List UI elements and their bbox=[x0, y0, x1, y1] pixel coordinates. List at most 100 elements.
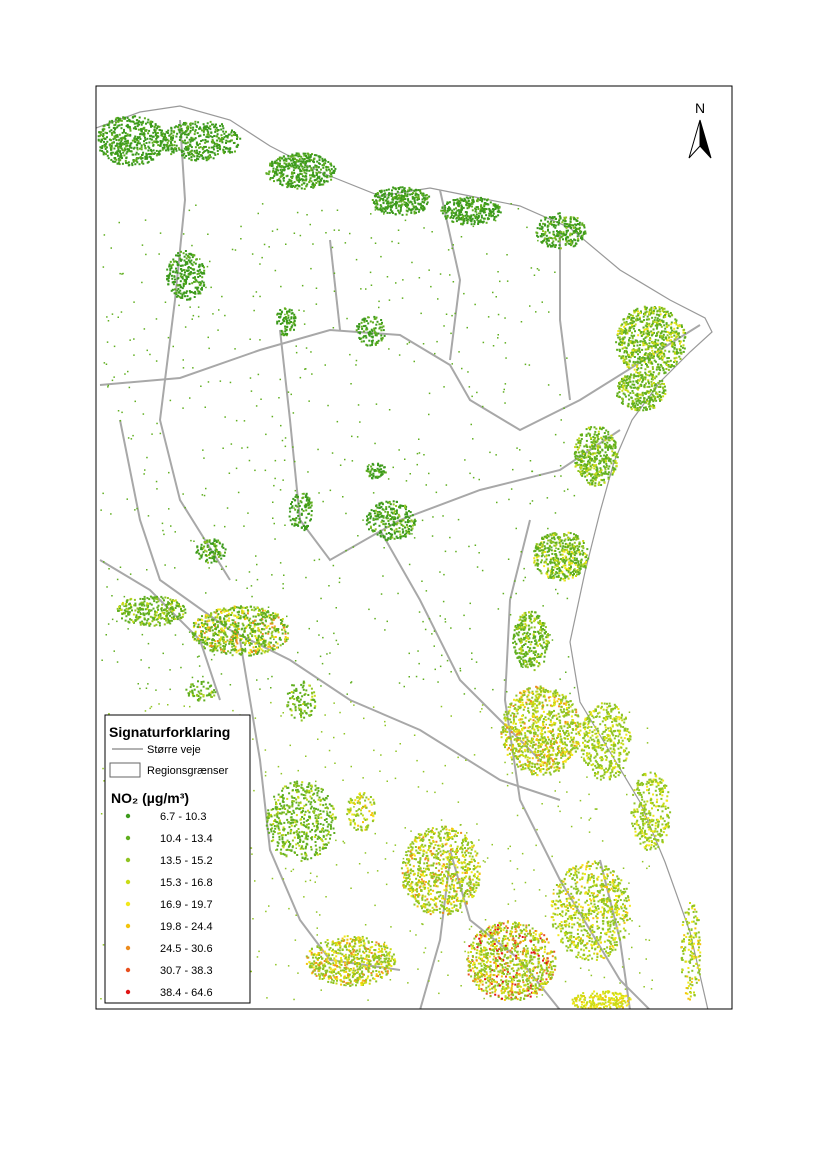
dot bbox=[533, 561, 536, 564]
dot bbox=[225, 135, 227, 138]
dot bbox=[250, 630, 253, 633]
dot bbox=[188, 272, 191, 275]
dot bbox=[255, 623, 258, 626]
dot bbox=[627, 405, 630, 408]
dot bbox=[632, 348, 635, 351]
dot bbox=[658, 380, 661, 383]
dot bbox=[223, 132, 226, 135]
dot bbox=[615, 465, 618, 468]
dot bbox=[446, 215, 449, 218]
dot bbox=[620, 401, 623, 404]
dot bbox=[579, 565, 582, 568]
dot bbox=[252, 620, 255, 623]
dot bbox=[657, 386, 660, 388]
dot bbox=[585, 443, 588, 446]
dot bbox=[305, 169, 308, 172]
dot bbox=[282, 159, 285, 162]
dot bbox=[532, 637, 535, 640]
dot bbox=[648, 342, 651, 345]
dot bbox=[180, 296, 183, 299]
dot bbox=[631, 314, 634, 317]
dot bbox=[291, 164, 294, 167]
dot bbox=[581, 455, 584, 458]
dot bbox=[152, 131, 155, 134]
dot bbox=[534, 639, 537, 642]
dot bbox=[308, 158, 311, 161]
dot bbox=[552, 569, 555, 571]
dot bbox=[124, 116, 126, 119]
dot bbox=[661, 343, 664, 346]
dot bbox=[133, 159, 136, 162]
dot bbox=[640, 376, 643, 379]
dot bbox=[567, 553, 570, 556]
dot bbox=[194, 120, 197, 123]
dot bbox=[117, 124, 120, 127]
dot bbox=[574, 242, 577, 245]
dot bbox=[673, 330, 675, 333]
dot bbox=[254, 652, 257, 655]
dot bbox=[615, 462, 618, 465]
dot bbox=[377, 332, 380, 335]
dot bbox=[284, 333, 287, 336]
dot bbox=[294, 317, 297, 320]
dot bbox=[552, 571, 555, 574]
dot bbox=[579, 442, 582, 444]
dot bbox=[294, 162, 297, 165]
dot bbox=[197, 618, 200, 621]
dot bbox=[110, 139, 112, 142]
dot bbox=[260, 611, 263, 614]
dot bbox=[571, 562, 573, 565]
dot bbox=[655, 399, 658, 402]
dot bbox=[294, 167, 297, 170]
dot bbox=[271, 630, 274, 633]
dot bbox=[248, 644, 251, 647]
dot bbox=[633, 334, 636, 337]
dot bbox=[108, 130, 111, 133]
dot bbox=[530, 615, 533, 618]
dot bbox=[325, 168, 328, 171]
dot bbox=[182, 154, 185, 157]
dot bbox=[138, 142, 141, 145]
dot bbox=[569, 553, 572, 556]
dot bbox=[389, 202, 392, 205]
dot bbox=[569, 225, 572, 228]
dot bbox=[604, 455, 607, 458]
dot bbox=[477, 221, 480, 224]
dot bbox=[641, 401, 644, 404]
dot bbox=[584, 562, 587, 564]
dot bbox=[400, 196, 403, 199]
dot bbox=[298, 158, 301, 161]
dot bbox=[114, 134, 117, 137]
dot bbox=[303, 166, 306, 169]
dot bbox=[610, 462, 613, 465]
dot bbox=[275, 159, 278, 162]
dot bbox=[411, 208, 414, 211]
dot bbox=[278, 162, 281, 165]
dot bbox=[211, 123, 213, 126]
dot bbox=[631, 325, 634, 328]
dot bbox=[380, 205, 383, 208]
dot bbox=[651, 368, 654, 370]
dot bbox=[656, 354, 659, 357]
dot bbox=[209, 156, 212, 159]
dot bbox=[569, 217, 572, 220]
dot bbox=[607, 467, 610, 470]
dot bbox=[177, 147, 180, 150]
dot bbox=[620, 380, 623, 383]
dot bbox=[546, 550, 549, 553]
dot bbox=[584, 467, 586, 470]
dot bbox=[217, 129, 220, 131]
dot bbox=[536, 614, 539, 617]
dot bbox=[283, 320, 286, 323]
dot bbox=[628, 398, 631, 401]
dot bbox=[497, 207, 500, 210]
dot bbox=[210, 131, 213, 134]
dot bbox=[110, 146, 113, 149]
dot bbox=[571, 242, 574, 245]
dot bbox=[645, 391, 648, 394]
dot bbox=[376, 202, 378, 205]
dot bbox=[543, 631, 546, 634]
dot bbox=[486, 203, 489, 205]
dot bbox=[608, 458, 611, 461]
dot bbox=[660, 365, 663, 368]
